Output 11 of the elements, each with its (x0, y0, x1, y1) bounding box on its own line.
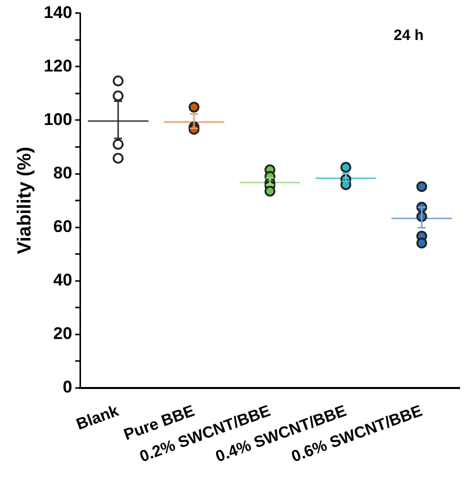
y-tick-label: 140 (44, 2, 72, 22)
y-tick-label: 60 (53, 216, 72, 236)
y-tick-label: 120 (44, 56, 72, 76)
y-tick-label: 80 (53, 163, 72, 182)
y-tick-label: 20 (53, 324, 72, 343)
annotation: 24 h (394, 26, 424, 44)
x-tick-label: Blank (74, 402, 122, 434)
y-tick-label: 0 (62, 378, 72, 397)
y-tick-label: 40 (53, 270, 72, 290)
y-axis-title: Viability (%) (14, 146, 36, 254)
y-tick-label: 100 (44, 110, 72, 129)
